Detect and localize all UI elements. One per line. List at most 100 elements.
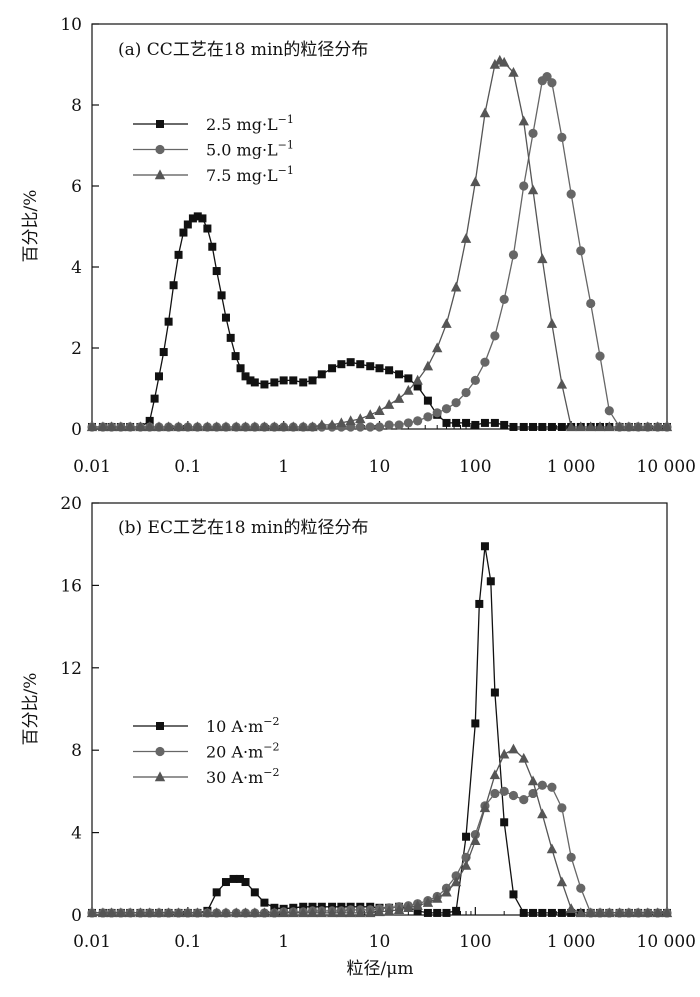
panel-a-series-3-point bbox=[431, 342, 443, 353]
panel-a-series-3-point bbox=[124, 421, 136, 432]
panel-a-series-3-point bbox=[489, 58, 501, 69]
panel-a-y-tick-label: 4 bbox=[71, 258, 82, 278]
panel-b-series-3-point bbox=[642, 907, 653, 918]
panel-a-series-1-point bbox=[150, 394, 159, 403]
panel-a-series-3-point bbox=[144, 421, 155, 432]
panel-b-series-3-point bbox=[240, 907, 251, 918]
panel-b-y-axis-label: 百分比/% bbox=[21, 673, 41, 746]
panel-a-series-3-point bbox=[269, 421, 280, 432]
panel-b-series-3-point bbox=[460, 859, 472, 870]
panel-a-series-1-point bbox=[226, 333, 235, 342]
panel-b-series-1-point bbox=[413, 906, 422, 915]
panel-a-series-3-point bbox=[106, 421, 117, 432]
panel-a-series-3-point bbox=[192, 421, 203, 432]
panel-a-series-3-point bbox=[565, 421, 577, 432]
panel-a-series-3-point bbox=[326, 419, 338, 430]
panel-a-series-1-point bbox=[471, 420, 480, 429]
panel-b-title: (b) EC工艺在18 min的粒径分布 bbox=[118, 518, 369, 538]
panel-b-y-tick-label: 8 bbox=[71, 741, 82, 761]
panel-a-series-3-point bbox=[298, 421, 309, 432]
panel-a-series-1-point bbox=[452, 418, 461, 427]
panel-a-series-3-point bbox=[374, 405, 385, 415]
panel-b-x-tick-label: 0.1 bbox=[174, 932, 201, 952]
panel-b-series-3-point bbox=[355, 907, 366, 918]
panel-a-legend-label: 7.5 mg·L−1 bbox=[206, 164, 294, 185]
panel-a-series-3-point bbox=[202, 421, 213, 432]
panel-a-series-2-point bbox=[423, 412, 433, 422]
panel-a-series-3-point bbox=[623, 421, 635, 432]
panel-b-series-3-point bbox=[498, 748, 510, 759]
panel-b-series-1-point bbox=[452, 906, 461, 915]
panel-b-series-3-point bbox=[604, 907, 615, 918]
panel-a-x-tick-label: 1 bbox=[278, 457, 289, 477]
panel-a-series-3-point bbox=[115, 421, 127, 432]
panel-b-y-tick-label: 4 bbox=[71, 824, 82, 844]
panel-a-series-1-point bbox=[423, 396, 432, 405]
panel-a-series-3-point bbox=[182, 421, 194, 432]
panel-a-y-tick-label: 8 bbox=[71, 96, 82, 116]
panel-a-series-1-point bbox=[529, 422, 538, 431]
panel-b-series-3-point bbox=[259, 907, 270, 918]
panel-a-series-2-point bbox=[355, 422, 365, 432]
panel-a-series-3-point bbox=[518, 115, 529, 126]
panel-b-series-3-point bbox=[163, 907, 174, 918]
panel-b-series-3-point bbox=[97, 907, 109, 918]
panel-b-series-3-point bbox=[431, 892, 443, 903]
panel-a-series-2-point bbox=[365, 422, 375, 432]
panel-a-series-3-point bbox=[393, 393, 405, 403]
panel-b-series-3-point bbox=[231, 907, 242, 918]
panel-a-series-1-point bbox=[299, 378, 308, 387]
panel-a-series-2-point bbox=[528, 128, 538, 138]
panel-a-series-3-point bbox=[594, 421, 606, 432]
panel-a-series-2-point bbox=[576, 246, 586, 256]
panel-a-series-1-point bbox=[337, 360, 346, 369]
panel-b-series-3-point bbox=[269, 907, 280, 918]
panel-b-series-2-point bbox=[576, 883, 586, 893]
panel-b-y-tick-label: 20 bbox=[60, 494, 82, 514]
panel-a-legend: 2.5 mg·L−1 5.0 mg·L−1 7.5 mg·L−1 bbox=[133, 113, 294, 185]
panel-a-series-2-point bbox=[499, 294, 509, 304]
panel-b-series-3-point bbox=[106, 907, 117, 918]
panel-b-x-tick-label: 1 bbox=[278, 932, 289, 952]
panel-a-series-2-point bbox=[604, 406, 614, 416]
panel-a-series-1-point bbox=[260, 380, 269, 389]
panel-a-series-2-point bbox=[470, 375, 480, 385]
panel-a-series-3-point bbox=[422, 360, 434, 371]
panel-b-legend-marker bbox=[155, 746, 165, 757]
panel-b-series-3-point bbox=[374, 906, 385, 917]
panel-b-series-1-point bbox=[480, 542, 489, 551]
panel-a-series-1-point bbox=[212, 267, 221, 276]
panel-b-series-3-point bbox=[202, 907, 213, 918]
panel-b-series-3-point bbox=[470, 835, 481, 846]
panel-b-series-1-point bbox=[475, 599, 484, 608]
panel-b-series-1-point bbox=[519, 908, 528, 917]
panel-a-series-1-point bbox=[179, 228, 188, 237]
panel-a-series-3-point bbox=[288, 421, 299, 432]
panel-a-series-3-point bbox=[403, 384, 414, 395]
panel-b-series-3-point bbox=[316, 907, 328, 918]
panel-a-series-2-point bbox=[432, 408, 442, 418]
panel-b-series-1-point bbox=[212, 888, 221, 897]
panel-a-series-3-point bbox=[604, 421, 615, 432]
panel-b-series-3-point bbox=[632, 907, 644, 918]
panel-b-series-3-point bbox=[479, 802, 491, 813]
panel-a-series-2-point bbox=[547, 78, 557, 88]
panel-a-series-1-point bbox=[328, 364, 337, 373]
panel-a-series-1-point bbox=[519, 422, 528, 431]
panel-b-series-3-point bbox=[575, 907, 586, 918]
panel-a-series-1-point bbox=[279, 376, 288, 385]
panel-b-series-2-point bbox=[557, 803, 567, 813]
panel-a-series-3-point bbox=[249, 421, 261, 432]
panel-a-y-tick-label: 10 bbox=[60, 15, 82, 35]
panel-a-series-2-point bbox=[566, 189, 576, 199]
panel-a-series-1-point bbox=[413, 382, 422, 391]
panel-b-y-tick-label: 16 bbox=[60, 576, 82, 596]
panel-a-series-1-point bbox=[442, 418, 451, 427]
panel-b-series-3-point bbox=[211, 907, 222, 918]
panel-a-series-3-point bbox=[220, 421, 232, 432]
panel-b-legend-marker bbox=[156, 722, 164, 730]
panel-a-series-2-point bbox=[595, 351, 605, 361]
panel-a-series-3-point bbox=[240, 421, 251, 432]
panel-a-legend-label: 2.5 mg·L−1 bbox=[206, 113, 294, 134]
panel-a-title: (a) CC工艺在18 min的粒径分布 bbox=[118, 40, 368, 60]
